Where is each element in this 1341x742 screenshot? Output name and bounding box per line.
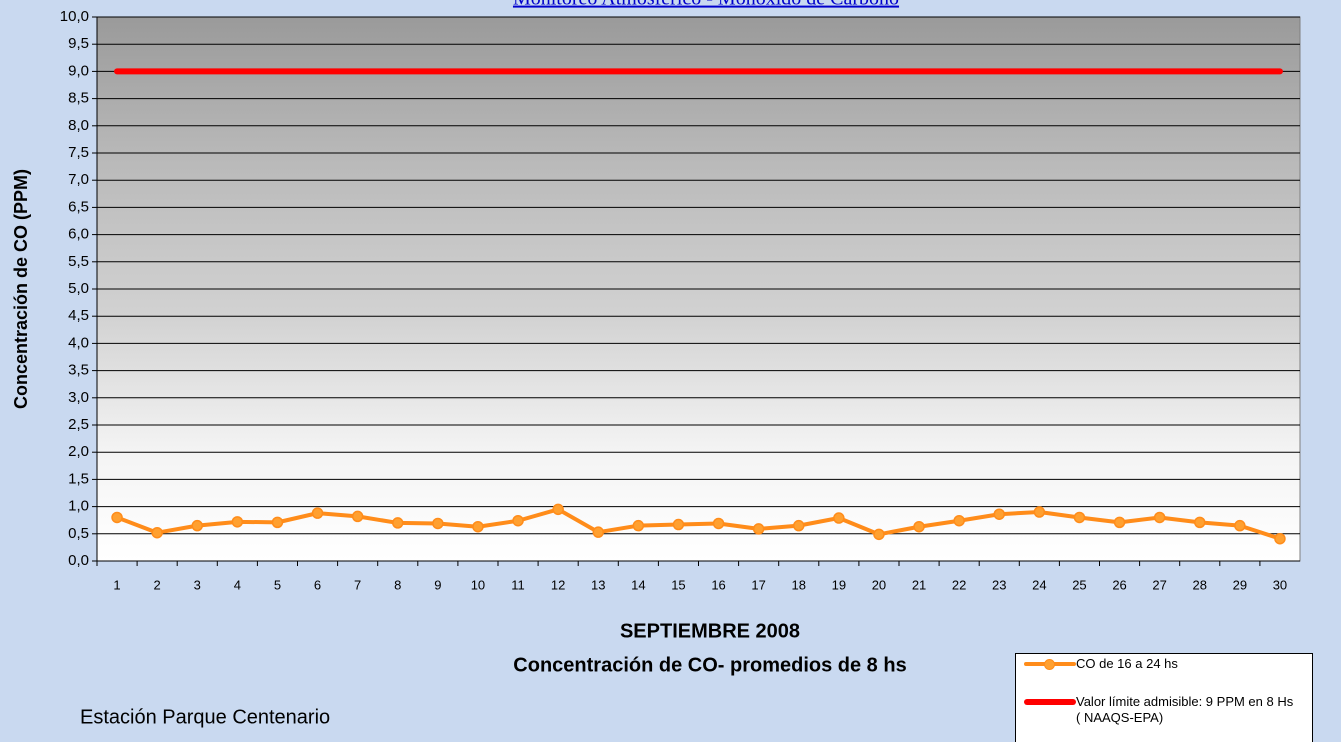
x-tick-label: 15 (671, 577, 685, 592)
x-tick-label: 25 (1072, 577, 1086, 592)
data-point (1033, 506, 1046, 518)
x-tick-label: 23 (992, 577, 1006, 592)
x-tick-label: 4 (234, 577, 241, 592)
y-tick-label: 1,5 (68, 470, 89, 487)
x-tick-label: 3 (194, 577, 201, 592)
y-tick-label: 3,5 (68, 362, 89, 379)
y-tick-label: 7,0 (68, 171, 89, 188)
data-point (231, 516, 244, 528)
y-tick-label: 8,5 (68, 90, 89, 107)
y-tick-label: 6,5 (68, 198, 89, 215)
data-point (993, 508, 1005, 520)
data-point (913, 520, 925, 533)
data-point (672, 518, 685, 531)
x-tick-label: 30 (1273, 577, 1287, 592)
y-tick-label: 5,5 (68, 253, 89, 270)
x-tick-label: 28 (1193, 577, 1207, 592)
data-point (1073, 511, 1086, 524)
data-point (953, 514, 965, 527)
data-point (1194, 516, 1206, 529)
annotation: Estación Parque Centenario (80, 706, 330, 728)
x-tick-label: 8 (394, 577, 401, 592)
x-tick-label: 16 (711, 577, 725, 592)
x-tick-label: 1 (113, 577, 120, 592)
y-tick-label: 0,5 (68, 525, 89, 542)
data-point (512, 514, 524, 527)
x-tick-label: 17 (751, 577, 765, 592)
x-tick-label: 19 (832, 577, 846, 592)
data-point (392, 517, 404, 529)
data-point (632, 519, 645, 532)
legend-label: CO de 16 a 24 hs (1076, 656, 1178, 671)
x-axis-label: SEPTIEMBRE 2008 (620, 620, 800, 642)
y-tick-label: 5,0 (68, 280, 89, 297)
data-point (1113, 516, 1126, 529)
data-point (351, 510, 364, 523)
y-tick-label: 2,0 (68, 443, 89, 460)
x-tick-label: 21 (912, 577, 926, 592)
data-point (1153, 511, 1166, 524)
y-tick-label: 8,0 (68, 117, 89, 134)
data-point (311, 507, 324, 519)
data-point (271, 516, 284, 529)
y-tick-label: 6,0 (68, 226, 89, 243)
data-point (752, 523, 765, 535)
data-point (191, 519, 203, 532)
y-tick-label: 7,5 (68, 144, 89, 161)
x-tick-label: 5 (274, 577, 281, 592)
data-point (833, 512, 845, 524)
x-tick-label: 24 (1032, 577, 1046, 592)
data-point (873, 528, 885, 541)
x-tick-label: 14 (631, 577, 645, 592)
x-tick-label: 29 (1233, 577, 1247, 592)
y-tick-label: 4,5 (68, 307, 89, 324)
data-point (1234, 519, 1246, 532)
subtitle: Concentración de CO- promedios de 8 hs (513, 654, 906, 676)
x-tick-label: 11 (511, 577, 525, 592)
data-point (111, 511, 123, 524)
x-tick-label: 13 (591, 577, 605, 592)
x-tick-label: 9 (434, 577, 441, 592)
data-point (151, 526, 163, 539)
y-tick-label: 10,0 (60, 8, 89, 25)
legend-entry: Valor límite admisible: 9 PPM en 8 Hs ( … (1016, 694, 1301, 726)
legend-label: Valor límite admisible: 9 PPM en 8 Hs ( … (1076, 694, 1294, 725)
data-point (592, 526, 604, 538)
y-tick-label: 4,0 (68, 334, 89, 351)
x-tick-label: 2 (154, 577, 161, 592)
x-tick-label: 6 (314, 577, 321, 592)
x-tick-label: 12 (551, 577, 565, 592)
x-tick-label: 22 (952, 577, 966, 592)
data-point (472, 520, 484, 533)
y-tick-label: 9,0 (68, 62, 89, 79)
legend-entry: CO de 16 a 24 hs (1016, 656, 1301, 672)
x-tick-label: 26 (1112, 577, 1126, 592)
series-line (115, 507, 1282, 541)
data-point (432, 517, 444, 530)
y-axis-label: Concentración de CO (PPM) (11, 169, 31, 409)
data-point (712, 517, 725, 530)
x-tick-label: 18 (792, 577, 806, 592)
y-tick-label: 9,5 (68, 35, 89, 52)
x-tick-label: 10 (471, 577, 485, 592)
x-tick-label: 7 (354, 577, 361, 592)
data-point (793, 519, 805, 532)
legend-swatch (1016, 694, 1076, 710)
y-tick-label: 1,0 (68, 498, 89, 515)
legend: CO de 16 a 24 hs Valor límite admisible: … (1015, 653, 1313, 742)
y-tick-label: 3,0 (68, 389, 89, 406)
x-tick-label: 27 (1152, 577, 1166, 592)
data-point (552, 503, 564, 516)
x-tick-label: 20 (872, 577, 886, 592)
data-point (1274, 532, 1286, 545)
chart-title: Monitoreo Atmosférico - Monóxido de Carb… (513, 0, 899, 10)
y-tick-label: 0,0 (68, 552, 89, 569)
legend-swatch (1016, 656, 1076, 672)
y-tick-label: 2,5 (68, 416, 89, 433)
